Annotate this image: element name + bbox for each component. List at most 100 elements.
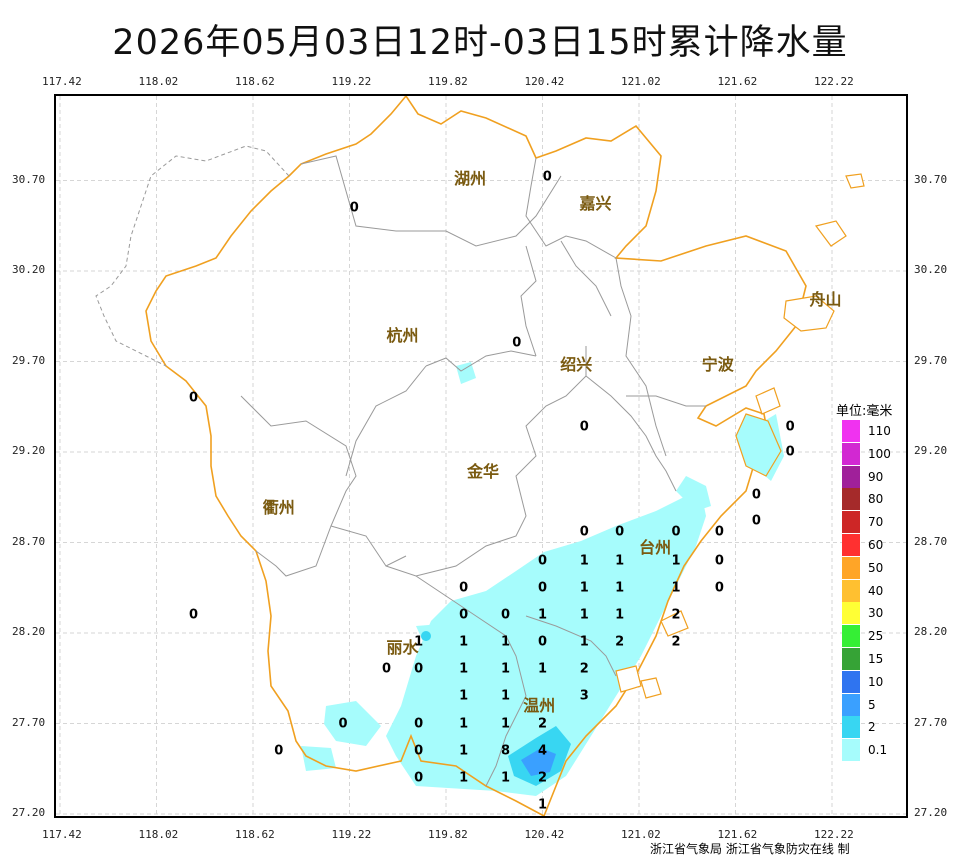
rain-area-5mm: [521, 748, 556, 776]
lat-tick-right: 28.70: [914, 534, 948, 548]
station-value: 0: [381, 661, 392, 677]
rain-spot-lishui: [421, 631, 431, 641]
legend-swatch: [842, 420, 860, 442]
legend-label: 5: [868, 697, 876, 712]
station-value: 1: [459, 688, 469, 704]
station-value: 0: [537, 553, 548, 569]
station-value: 1: [579, 580, 589, 596]
station-value: 1: [579, 634, 589, 650]
legend-item: 80: [842, 488, 922, 511]
legend-swatch: [842, 465, 860, 488]
station-value: 0: [751, 487, 761, 503]
boundary-quzhou: [240, 395, 357, 527]
island-wenzhou-2: [640, 677, 662, 699]
legend-item: 25: [842, 625, 922, 648]
legend-label: 70: [868, 515, 884, 530]
station-value: 1: [615, 607, 625, 623]
station-value: 0: [714, 580, 724, 596]
lat-tick-left: 27.70: [12, 715, 46, 729]
station-value: 0: [349, 200, 359, 216]
boundary-shaoxing-ningbo: [615, 257, 667, 457]
station-value: 2: [537, 716, 548, 731]
legend-item: 15: [842, 648, 922, 670]
rain-patch-west: [324, 701, 381, 746]
lon-tick-bottom: 117.42: [42, 828, 82, 841]
station-value: 1: [579, 553, 589, 569]
rain-patch-sw: [301, 746, 336, 771]
legend-item: 30: [842, 602, 922, 625]
station-value: 0: [512, 335, 522, 351]
lon-tick-bottom: 121.62: [717, 828, 758, 841]
boundary-jiaxing-shaoxing: [520, 245, 537, 357]
station-value: 1: [671, 580, 681, 596]
station-value: 0: [274, 743, 284, 759]
legend-label: 40: [868, 583, 884, 598]
boundary-taizhou-wenzhou: [525, 615, 617, 677]
island-wenzhou-1: [615, 665, 642, 693]
lon-tick-bottom: 119.22: [331, 828, 372, 841]
station-value: 1: [579, 607, 589, 623]
lon-tick-top: 117.42: [42, 75, 82, 88]
legend-item: 50: [842, 556, 922, 579]
station-value: 0: [188, 607, 199, 623]
rain-patch-jinhua: [456, 362, 476, 384]
city-label: 台州: [639, 538, 672, 558]
station-value: 0: [542, 169, 552, 185]
station-value: 1: [500, 688, 511, 704]
station-value: 1: [500, 661, 511, 677]
city-label: 丽水: [386, 637, 419, 657]
rain-patch-lishui: [416, 624, 448, 648]
station-value: 1: [615, 580, 625, 596]
lat-tick-right: 30.20: [914, 263, 948, 276]
station-value: 1: [459, 770, 469, 786]
legend-label: 15: [868, 652, 884, 666]
precipitation-shading: [301, 362, 784, 796]
boundary-hangzhou-shaoxing: [425, 350, 537, 372]
lat-tick-right: 27.70: [914, 715, 948, 729]
outside-dashed-boundary: [95, 145, 290, 367]
lat-tick-right: 30.70: [914, 172, 948, 186]
boundary-huzhou-jiaxing: [525, 157, 617, 259]
lon-tick-top: 120.42: [524, 75, 565, 88]
lat-tick-left: 28.20: [12, 625, 46, 638]
station-value: 0: [785, 419, 795, 435]
island-zhoushan: [783, 295, 835, 332]
station-value: 8: [500, 743, 511, 759]
station-value: 1: [671, 553, 681, 569]
station-value: 0: [414, 716, 424, 731]
city-label: 绍兴: [560, 355, 593, 375]
city-boundaries: [240, 155, 706, 787]
legend-item: 0.1: [842, 739, 922, 762]
legend-swatch: [842, 739, 860, 762]
legend-item: 2: [842, 716, 922, 739]
city-label: 舟山: [809, 290, 842, 310]
island-ne: [845, 173, 865, 189]
station-value: 2: [671, 607, 681, 623]
lat-tick-left: 28.70: [12, 534, 46, 548]
station-value: 0: [785, 444, 795, 460]
station-value: 0: [500, 607, 511, 623]
graticule: [56, 96, 906, 816]
station-value: 1: [537, 797, 548, 813]
lon-tick-top: 121.02: [621, 75, 661, 88]
legend-swatch: [842, 442, 860, 465]
credit-line: 浙江省气象局 浙江省气象防灾在线 制: [650, 842, 850, 856]
station-value: 0: [537, 634, 548, 650]
station-value: 2: [671, 634, 681, 650]
island-ningbo-1: [755, 387, 781, 415]
lon-tick-top: 119.22: [331, 75, 372, 88]
legend-swatch: [842, 648, 860, 670]
lon-tick-top: 121.62: [717, 75, 758, 88]
legend-swatch: [842, 511, 860, 534]
city-label: 杭州: [386, 326, 419, 346]
legend-label: 0.1: [868, 743, 888, 758]
legend-swatch: [842, 556, 860, 579]
map-title: 2026年05月03日12时-03日15时累计降水量: [112, 23, 848, 63]
island-zhoushan-north: [814, 220, 847, 247]
legend-label: 50: [868, 560, 884, 575]
city-label: 湖州: [454, 168, 487, 188]
lon-tick-bottom: 118.02: [138, 828, 179, 841]
legend-swatch: [842, 716, 860, 739]
station-value: 3: [579, 688, 589, 704]
lon-tick-bottom: 121.02: [621, 828, 661, 841]
